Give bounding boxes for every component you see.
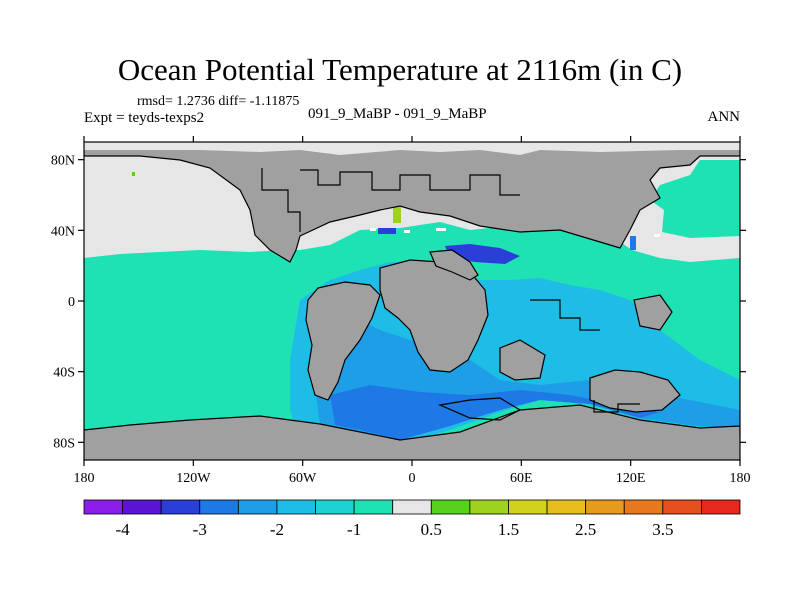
colorbar-swatch	[199, 499, 239, 515]
land-south-america	[305, 281, 381, 401]
season-label: ANN	[707, 109, 741, 125]
rmsd-diff-text: rmsd= 1.2736 diff= -1.11875	[137, 94, 300, 109]
colorbar-label: -2	[270, 520, 284, 539]
colorbar-labels: -4 -3 -2 -1 0.5 1.5 2.5 3.5	[116, 520, 674, 539]
lon-tick-label: 60E	[510, 471, 533, 486]
land-masses	[84, 142, 740, 460]
lon-tick-label: 180	[730, 471, 751, 486]
colorbar-swatch	[701, 499, 741, 515]
case-label: 091_9_MaBP - 091_9_MaBP	[308, 106, 487, 122]
warm-anomaly-patch	[393, 207, 401, 223]
colorbar-label: 2.5	[575, 520, 596, 539]
colorbar-swatch	[353, 499, 394, 515]
lon-tick-label: 120W	[176, 471, 211, 486]
colorbar-swatch	[83, 499, 123, 515]
coastline-northwest	[261, 168, 301, 232]
land-australia	[589, 369, 681, 413]
colorbar-swatch	[623, 499, 664, 515]
lon-tick-label: 180	[74, 471, 95, 486]
colorbar-label: 3.5	[652, 520, 673, 539]
lon-tick-label: 60W	[289, 471, 317, 486]
longitude-axis: 180 120W 60W 0 60E 120E 180	[74, 136, 751, 486]
colorbar-swatch	[276, 499, 316, 515]
land-southeast-asia	[633, 294, 673, 331]
coastline-australia-south	[593, 400, 640, 413]
lon-tick-label: 120E	[616, 471, 646, 486]
land-madagascar	[499, 339, 546, 381]
coastline-south-ridge	[437, 397, 522, 421]
colorbar-label: -4	[116, 520, 131, 539]
colorbar-swatch	[508, 499, 548, 515]
colorbar-label: 1.5	[498, 520, 519, 539]
colorbar-swatch	[469, 499, 509, 515]
colorbar-swatch	[546, 499, 587, 515]
small-green-dot	[132, 172, 135, 176]
latitude-axis: 80N 40N 0 40S 80S	[51, 154, 746, 451]
coastlines	[261, 168, 640, 421]
coastal-speckles	[370, 228, 660, 237]
colorbar-swatch	[430, 499, 471, 515]
colorbar-label: -1	[347, 520, 361, 539]
lon-tick-label: 0	[409, 471, 416, 486]
colorbar-swatch	[662, 499, 702, 515]
colorbar-swatch	[392, 499, 432, 515]
lat-tick-label: 80N	[51, 154, 75, 169]
land-arabia	[429, 249, 479, 281]
colorbar-swatch	[237, 499, 278, 515]
colorbar-swatch	[122, 499, 162, 515]
plot-title: Ocean Potential Temperature at 2116m (in…	[117, 52, 683, 87]
coastline-north	[300, 169, 520, 196]
colorbar-swatch	[315, 499, 355, 515]
lat-tick-label: 40N	[51, 224, 75, 239]
colorbar-swatch	[585, 499, 625, 515]
land-northern-continents	[84, 142, 740, 263]
lat-tick-label: 0	[68, 295, 75, 310]
experiment-label: Expt = teyds-texps2	[84, 110, 205, 126]
polar-cap	[84, 142, 740, 155]
dark-blue-strip	[378, 228, 396, 234]
lat-tick-label: 40S	[53, 366, 75, 381]
colorbar-label: 0.5	[421, 520, 442, 539]
map-area	[84, 142, 740, 460]
lat-tick-label: 80S	[53, 436, 75, 451]
east-blue-dot	[630, 236, 636, 250]
deep-blue-region	[330, 385, 660, 440]
colorbar	[83, 499, 741, 515]
colorbar-swatch	[160, 499, 201, 515]
land-antarctica-fill	[84, 420, 740, 460]
coastline-east	[530, 299, 600, 331]
colorbar-label: -3	[193, 520, 207, 539]
